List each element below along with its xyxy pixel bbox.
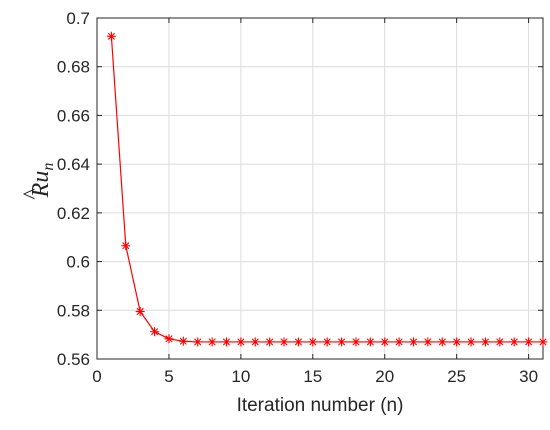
x-tick-label: 0: [92, 367, 101, 386]
plot-area-frame: [96, 17, 544, 360]
x-tick-label: 20: [375, 367, 394, 386]
data-point-marker: [538, 337, 548, 347]
data-point-marker: [394, 337, 404, 347]
data-point-marker: [265, 337, 275, 347]
x-tick-label: 15: [303, 367, 322, 386]
data-point-marker: [135, 307, 145, 317]
data-point-marker: [221, 337, 231, 347]
data-point-marker: [236, 337, 246, 347]
axis-ticks: [96, 17, 543, 360]
data-point-marker: [437, 337, 447, 347]
y-axis-label-subscript: n: [40, 163, 57, 171]
data-point-marker: [380, 337, 390, 347]
data-point-marker: [423, 337, 433, 347]
data-point-marker: [524, 337, 534, 347]
data-point-marker: [106, 31, 116, 41]
y-tick-label: 0.6: [66, 253, 90, 272]
y-axis-label-hat: ^: [19, 188, 45, 200]
data-point-marker: [164, 334, 174, 344]
data-point-marker: [178, 336, 188, 346]
x-tick-label: 30: [519, 367, 538, 386]
y-axis-label: Run ^: [19, 163, 57, 200]
data-point-marker: [293, 337, 303, 347]
data-point-marker: [495, 337, 505, 347]
x-tick-label: 25: [447, 367, 466, 386]
y-tick-labels: 0.56 0.58 0.6 0.62 0.64 0.66 0.68 0.7: [57, 9, 90, 369]
data-point-marker: [409, 337, 419, 347]
y-tick-label: 0.7: [66, 9, 90, 28]
x-tick-labels: 0 5 10 15 20 25 30: [92, 367, 538, 386]
data-point-marker: [509, 337, 519, 347]
series-markers: [106, 31, 548, 347]
y-tick-label: 0.68: [57, 58, 90, 77]
y-tick-label: 0.56: [57, 350, 90, 369]
data-point-marker: [466, 337, 476, 347]
data-point-marker: [480, 337, 490, 347]
data-point-marker: [322, 337, 332, 347]
data-point-marker: [351, 337, 361, 347]
x-tick-label: 5: [164, 367, 173, 386]
data-point-marker: [121, 241, 131, 251]
data-point-marker: [150, 327, 160, 337]
data-point-marker: [365, 337, 375, 347]
data-point-marker: [337, 337, 347, 347]
series-line: [110, 36, 543, 343]
data-point-marker: [279, 337, 289, 347]
y-tick-label: 0.64: [57, 155, 90, 174]
data-point-marker: [207, 337, 217, 347]
y-axis-label-base: Ru: [28, 171, 54, 199]
y-tick-label: 0.66: [57, 106, 90, 125]
grid: [96, 17, 543, 360]
y-axis-label-text: Run: [28, 163, 57, 199]
data-point-marker: [308, 337, 318, 347]
data-point-marker: [452, 337, 462, 347]
x-axis-label: Iteration number (n): [237, 395, 404, 416]
data-point-marker: [193, 337, 203, 347]
y-tick-label: 0.62: [57, 204, 90, 223]
data-point-marker: [250, 337, 260, 347]
x-tick-label: 10: [231, 367, 250, 386]
y-tick-label: 0.58: [57, 301, 90, 320]
